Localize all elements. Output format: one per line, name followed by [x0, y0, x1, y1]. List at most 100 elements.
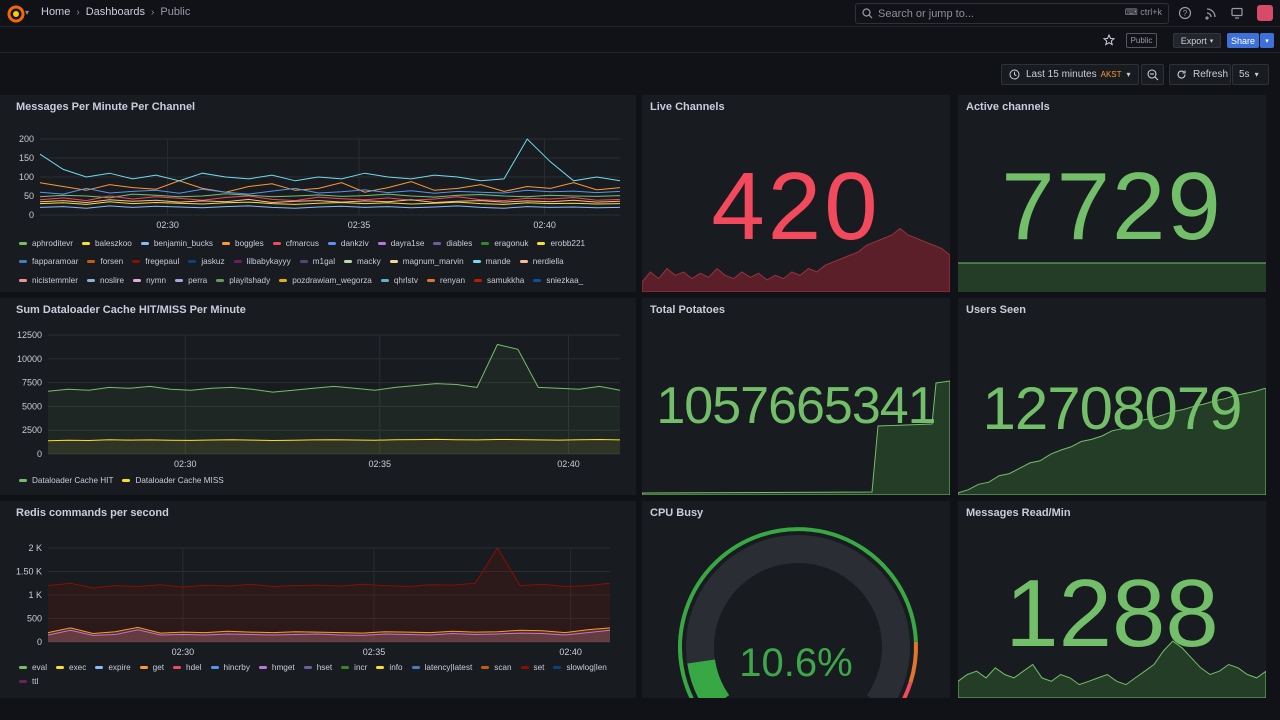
- legend-item[interactable]: eval: [19, 663, 47, 672]
- panel-title[interactable]: Sum Dataloader Cache HIT/MISS Per Minute: [16, 304, 246, 316]
- share-dropdown-chevron-icon[interactable]: ▾: [1260, 33, 1274, 48]
- legend-item[interactable]: hset: [303, 663, 332, 672]
- cache-line-chart: 0 2500 5000 7500 10000 12500 02:30 02:35 02:40: [17, 330, 621, 469]
- legend-label: perra: [188, 275, 208, 285]
- panel-title[interactable]: Messages Per Minute Per Channel: [16, 101, 196, 113]
- grafana-logo-icon[interactable]: [7, 5, 25, 23]
- y-tick-label: 2500: [22, 425, 42, 435]
- rss-feed-icon[interactable]: [1204, 6, 1218, 20]
- legend-item[interactable]: sniezkaa_: [533, 274, 583, 287]
- legend-swatch: [474, 278, 483, 282]
- panel-title[interactable]: Live Channels: [650, 101, 725, 113]
- legend-item[interactable]: benjamin_bucks: [140, 237, 213, 250]
- legend-item[interactable]: macky: [344, 255, 381, 268]
- legend-item[interactable]: hdel: [173, 663, 202, 672]
- legend-item[interactable]: get: [139, 663, 164, 672]
- user-avatar[interactable]: [1257, 5, 1273, 21]
- legend-item[interactable]: perra: [175, 274, 207, 287]
- legend-label: magnum_marvin: [402, 257, 464, 267]
- legend-item[interactable]: nerdiella: [519, 255, 564, 268]
- panel-title[interactable]: Messages Read/Min: [966, 507, 1071, 519]
- legend-item[interactable]: fapparamoar: [19, 255, 78, 268]
- legend-item[interactable]: pozdrawiam_wegorza: [279, 274, 372, 287]
- legend-item[interactable]: boggles: [222, 237, 264, 250]
- panel-title[interactable]: Redis commands per second: [16, 507, 169, 519]
- legend-item[interactable]: Dataloader Cache HIT: [19, 476, 113, 485]
- legend-item[interactable]: nicistemmler: [19, 274, 78, 287]
- legend-item[interactable]: jaskuz: [188, 255, 225, 268]
- series-line: [39, 198, 621, 204]
- legend-item[interactable]: playitshady: [216, 274, 270, 287]
- refresh-button[interactable]: Refresh: [1169, 64, 1231, 85]
- legend-label: fapparamoar: [32, 257, 79, 267]
- legend-item[interactable]: latency|latest: [411, 663, 473, 672]
- legend-swatch: [411, 666, 420, 669]
- legend-item[interactable]: noslire: [86, 274, 125, 287]
- legend-label: noslire: [99, 275, 125, 285]
- legend-swatch: [216, 278, 225, 282]
- search-input[interactable]: Search or jump to... ⌨ ctrl+k: [855, 3, 1169, 24]
- y-tick-label: 0: [29, 210, 34, 220]
- legend-item[interactable]: forsen: [87, 255, 123, 268]
- legend-item[interactable]: renyan: [426, 274, 465, 287]
- legend-item[interactable]: diables: [433, 237, 472, 250]
- legend-item[interactable]: baleszkoo: [81, 237, 132, 250]
- legend-swatch: [87, 260, 96, 264]
- share-button[interactable]: Share: [1227, 33, 1259, 48]
- zoom-out-button[interactable]: [1141, 64, 1164, 85]
- legend-item[interactable]: Dataloader Cache MISS: [122, 476, 224, 485]
- panel-title[interactable]: Users Seen: [966, 304, 1026, 316]
- time-range-picker[interactable]: Last 15 minutes AKST ▾: [1001, 64, 1139, 85]
- y-tick-label: 0: [37, 449, 42, 459]
- legend-item[interactable]: info: [376, 663, 403, 672]
- legend-label: erobb221: [550, 239, 586, 249]
- legend-item[interactable]: magnum_marvin: [389, 255, 464, 268]
- legend-item[interactable]: incr: [341, 663, 367, 672]
- panel-title[interactable]: CPU Busy: [650, 507, 704, 519]
- refresh-interval-picker[interactable]: 5s ▾: [1232, 64, 1269, 85]
- legend-item[interactable]: erobb221: [537, 237, 585, 250]
- legend-item[interactable]: expire: [95, 663, 131, 672]
- panel-title[interactable]: Total Potatoes: [650, 304, 725, 316]
- legend-item[interactable]: lilbabykayyy: [233, 255, 291, 268]
- monitor-icon[interactable]: [1230, 6, 1244, 20]
- breadcrumb-dashboards[interactable]: Dashboards: [85, 6, 146, 18]
- legend-item[interactable]: exec: [56, 663, 86, 672]
- legend-item[interactable]: set: [520, 663, 544, 672]
- breadcrumb-home[interactable]: Home: [41, 6, 71, 18]
- legend-label: baleszkoo: [94, 239, 132, 249]
- legend-item[interactable]: m1gal: [299, 255, 335, 268]
- legend-item[interactable]: slowlog|len: [553, 663, 607, 672]
- legend-label: Dataloader Cache HIT: [32, 476, 114, 485]
- star-icon[interactable]: [1103, 34, 1115, 46]
- legend-item[interactable]: eragonuk: [481, 237, 528, 250]
- breadcrumb: Home › Dashboards › Public: [41, 6, 190, 18]
- legend-item[interactable]: dayra1se: [377, 237, 424, 250]
- legend-item[interactable]: qhrlstv: [380, 274, 418, 287]
- legend-label: ttl: [32, 677, 39, 686]
- legend-label: incr: [354, 663, 368, 672]
- legend-item[interactable]: scan: [481, 663, 512, 672]
- series-line: [47, 626, 611, 635]
- time-range-label: Last 15 minutes: [1026, 69, 1097, 80]
- legend-item[interactable]: ttl: [19, 677, 38, 686]
- legend-item[interactable]: hincrby: [210, 663, 250, 672]
- legend-item[interactable]: dankziv: [327, 237, 369, 250]
- help-icon[interactable]: ?: [1178, 6, 1192, 20]
- legend-label: dankziv: [340, 239, 369, 249]
- legend-item[interactable]: nymn: [133, 274, 166, 287]
- legend-item[interactable]: samukkha: [474, 274, 524, 287]
- panel-title[interactable]: Active channels: [966, 101, 1050, 113]
- search-shortcut: ⌨ ctrl+k: [1124, 7, 1162, 17]
- legend-item[interactable]: aphroditevr: [19, 237, 73, 250]
- legend-label: latency|latest: [424, 663, 473, 672]
- export-button[interactable]: Export ▾: [1173, 33, 1221, 48]
- legend-item[interactable]: mande: [472, 255, 511, 268]
- chevron-down-icon[interactable]: ▾: [25, 8, 30, 17]
- legend-item[interactable]: hmget: [258, 663, 295, 672]
- legend-item[interactable]: cfmarcus: [272, 237, 319, 250]
- legend-swatch: [175, 278, 184, 282]
- sparkline-area: [958, 388, 1266, 495]
- legend-label: diables: [446, 239, 473, 249]
- legend-item[interactable]: fregepaul: [132, 255, 179, 268]
